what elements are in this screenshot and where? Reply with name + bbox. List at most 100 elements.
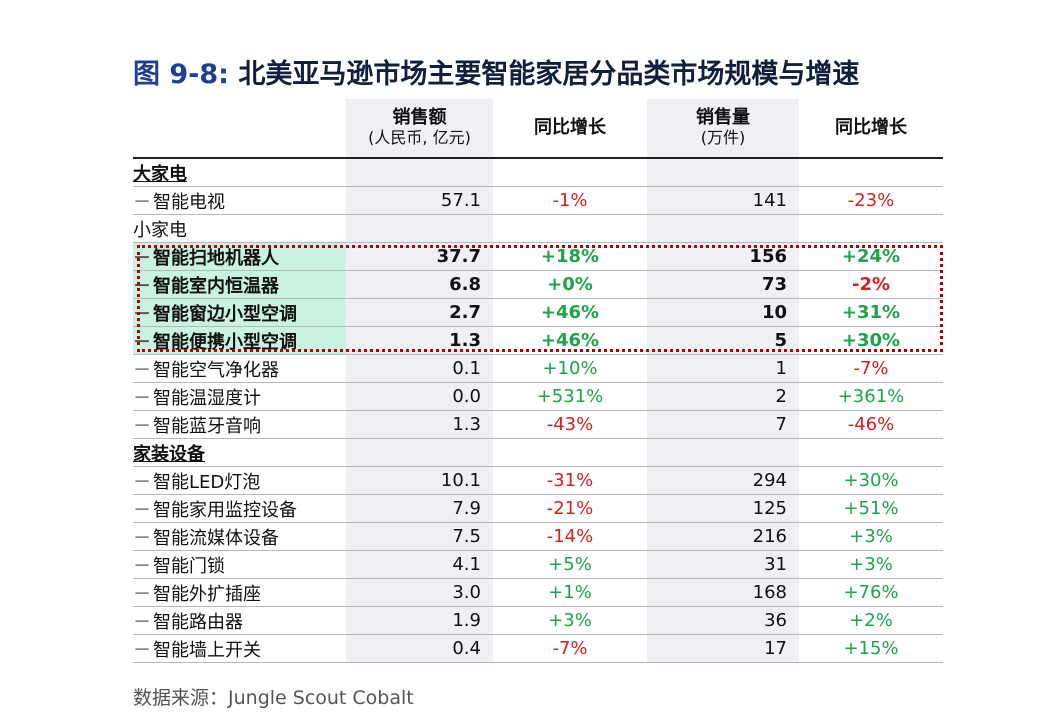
volume-value: 2 (647, 382, 799, 411)
item-name-cell: －智能流媒体设备 (133, 522, 346, 551)
volume-value: 10 (647, 298, 799, 327)
category-label: 家装设备 (133, 438, 346, 467)
item-name: 智能家用监控设备 (153, 499, 297, 521)
dash-marker: － (133, 191, 151, 213)
item-name-cell: －智能便携小型空调 (133, 326, 346, 355)
volume-value: 294 (647, 466, 799, 495)
sales-yoy-value: -31% (493, 466, 647, 495)
item-name: 智能扫地机器人 (153, 247, 279, 269)
volume-yoy-value: +51% (799, 494, 943, 523)
empty-cell (346, 158, 493, 187)
header-volume: 销售量 (万件) (647, 99, 799, 159)
sales-value: 10.1 (346, 466, 493, 495)
volume-value: 17 (647, 634, 799, 663)
volume-yoy-value: -23% (799, 186, 943, 215)
item-name-cell: －智能路由器 (133, 606, 346, 635)
chart-title: 图 9-8: 北美亚马逊市场主要智能家居分品类市场规模与增速 (133, 52, 859, 91)
volume-value: 7 (647, 410, 799, 439)
header-volume-yoy: 同比增长 (799, 99, 943, 159)
volume-value: 1 (647, 354, 799, 383)
item-name: 智能门锁 (153, 555, 225, 577)
table-row: －智能墙上开关 0.4 -7% 17 +15% (133, 634, 943, 663)
item-name-cell: －智能电视 (133, 186, 346, 215)
table-row: －智能便携小型空调 1.3 +46% 5 +30% (133, 326, 943, 355)
empty-cell (647, 158, 799, 187)
item-name-cell: －智能扫地机器人 (133, 242, 346, 271)
figure-number: 图 9-8: (133, 59, 229, 90)
volume-value: 156 (647, 242, 799, 271)
sales-value: 3.0 (346, 578, 493, 607)
volume-value: 73 (647, 270, 799, 299)
sales-yoy-value: -7% (493, 634, 647, 663)
volume-value: 168 (647, 578, 799, 607)
sales-value: 57.1 (346, 186, 493, 215)
header-volume-label: 销售量 (696, 107, 750, 128)
item-name-cell: －智能温湿度计 (133, 382, 346, 411)
sales-value: 1.3 (346, 410, 493, 439)
dash-marker: － (133, 527, 151, 549)
dash-marker: － (133, 331, 151, 353)
volume-yoy-value: +31% (799, 298, 943, 327)
item-name-cell: －智能空气净化器 (133, 354, 346, 383)
sales-value: 7.5 (346, 522, 493, 551)
item-name: 智能温湿度计 (153, 387, 261, 409)
item-name: 智能空气净化器 (153, 359, 279, 381)
header-row: 销售额 (人民币, 亿元) 同比增长 销售量 (万件) 同比增长 (133, 99, 943, 159)
sales-yoy-value: +531% (493, 382, 647, 411)
volume-yoy-value: +30% (799, 466, 943, 495)
item-name-cell: －智能窗边小型空调 (133, 298, 346, 327)
table-row: －智能电视 57.1 -1% 141 -23% (133, 186, 943, 215)
item-name: 智能外扩插座 (153, 583, 261, 605)
dash-marker: － (133, 359, 151, 381)
header-sales: 销售额 (人民币, 亿元) (346, 99, 493, 159)
sales-yoy-value: -43% (493, 410, 647, 439)
dash-marker: － (133, 499, 151, 521)
volume-yoy-value: -7% (799, 354, 943, 383)
volume-yoy-value: +2% (799, 606, 943, 635)
dash-marker: － (133, 555, 151, 577)
category-row: 家装设备 (133, 438, 943, 467)
table-body: 大家电－智能电视 57.1 -1% 141 -23% 小家电－智能扫地机器人 37.7 +18… (133, 158, 943, 663)
table-row: －智能外扩插座 3.0 +1% 168 +76% (133, 578, 943, 607)
volume-value: 36 (647, 606, 799, 635)
sales-yoy-value: -14% (493, 522, 647, 551)
item-name: 智能室内恒温器 (153, 275, 279, 297)
header-sales-label: 销售额 (392, 107, 447, 128)
table-row: －智能门锁 4.1 +5% 31 +3% (133, 550, 943, 579)
item-name: 智能便携小型空调 (153, 331, 297, 353)
sales-value: 1.9 (346, 606, 493, 635)
volume-value: 141 (647, 186, 799, 215)
empty-cell (799, 438, 943, 467)
dash-marker: － (133, 611, 151, 633)
sales-yoy-value: +5% (493, 550, 647, 579)
category-row: 小家电 (133, 214, 943, 243)
sales-value: 4.1 (346, 550, 493, 579)
volume-yoy-value: +30% (799, 326, 943, 355)
volume-yoy-value: +361% (799, 382, 943, 411)
volume-yoy-value: +3% (799, 550, 943, 579)
item-name-cell: －智能墙上开关 (133, 634, 346, 663)
source-note: 数据来源：Jungle Scout Cobalt (133, 687, 414, 709)
sales-value: 0.0 (346, 382, 493, 411)
item-name: 智能蓝牙音响 (153, 415, 261, 437)
volume-yoy-value: -46% (799, 410, 943, 439)
table-row: －智能蓝牙音响 1.3 -43% 7 -46% (133, 410, 943, 439)
sales-value: 0.1 (346, 354, 493, 383)
sales-yoy-value: +46% (493, 298, 647, 327)
table-row: －智能扫地机器人 37.7 +18% 156 +24% (133, 242, 943, 271)
category-row: 大家电 (133, 158, 943, 187)
item-name-cell: －智能门锁 (133, 550, 346, 579)
sales-yoy-value: +18% (493, 242, 647, 271)
sales-value: 37.7 (346, 242, 493, 271)
sales-yoy-value: +3% (493, 606, 647, 635)
sales-yoy-value: +46% (493, 326, 647, 355)
item-name-cell: －智能蓝牙音响 (133, 410, 346, 439)
sales-yoy-value: +10% (493, 354, 647, 383)
table-row: －智能家用监控设备 7.9 -21% 125 +51% (133, 494, 943, 523)
sales-yoy-value: -21% (493, 494, 647, 523)
sales-yoy-value: -1% (493, 186, 647, 215)
table-row: －智能路由器 1.9 +3% 36 +2% (133, 606, 943, 635)
table-row: －智能窗边小型空调 2.7 +46% 10 +31% (133, 298, 943, 327)
table-row: －智能温湿度计 0.0 +531% 2 +361% (133, 382, 943, 411)
sales-value: 7.9 (346, 494, 493, 523)
